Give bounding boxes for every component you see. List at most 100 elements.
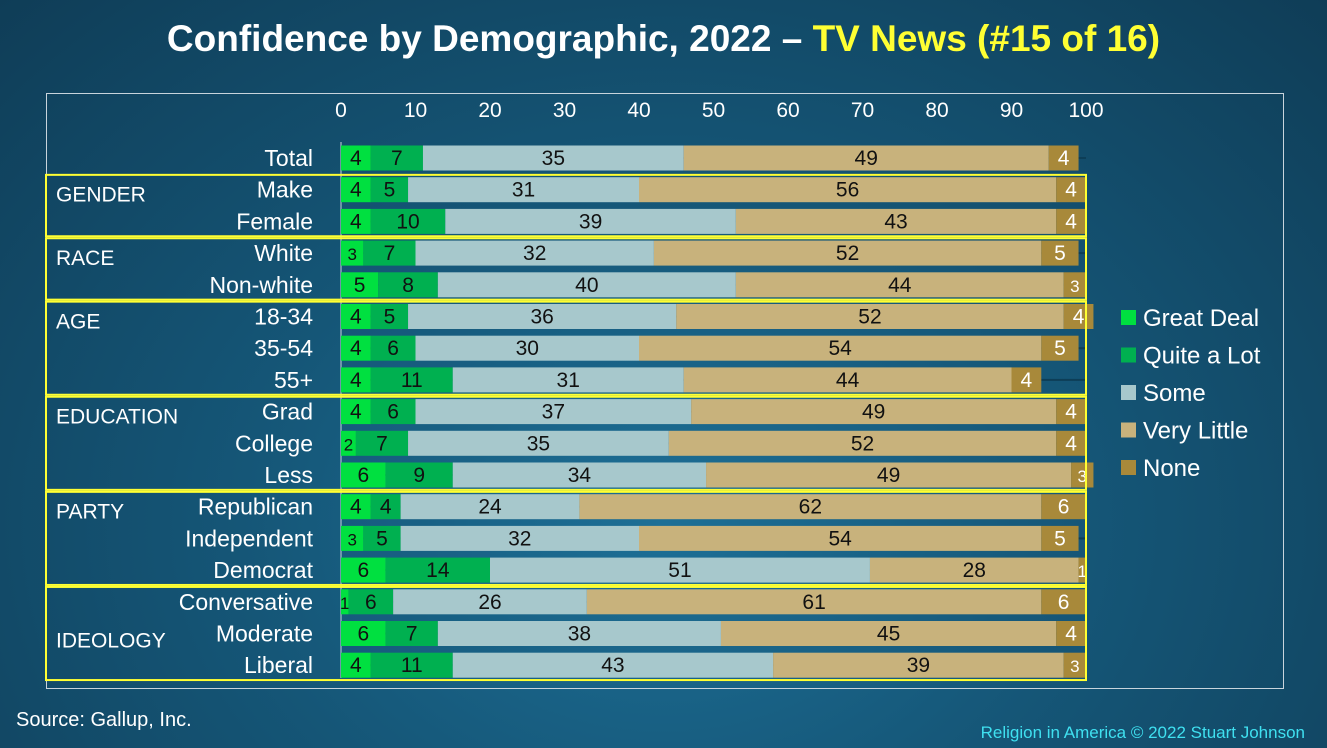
bar-very-little [639,177,1057,203]
group-box-gender [45,173,1087,238]
data-label: 32 [523,242,546,265]
bar-none [1063,652,1086,678]
data-label: 54 [828,337,852,360]
group-box-education [45,395,1087,491]
data-label: 43 [884,210,907,233]
data-label: 35 [542,147,565,170]
bar-quite-a-lot [370,177,409,203]
bar-great-deal [341,399,371,425]
bar-quite-a-lot [370,208,446,234]
data-label: 14 [426,559,450,582]
group-label: EDUCATION [56,406,178,429]
bar-quite-a-lot [370,652,453,678]
bar-very-little [639,525,1042,551]
data-label: 1 [340,594,349,613]
bar-quite-a-lot [385,462,453,488]
legend-label: Quite a Lot [1143,343,1261,370]
data-label: 3 [1070,657,1079,676]
bar-great-deal [341,208,371,234]
bar-none [1056,621,1086,646]
bar-great-deal [341,652,371,678]
data-label: 36 [530,306,553,329]
group-label: PARTY [56,501,124,524]
bar-none [1056,208,1086,234]
bar-great-deal [341,525,364,551]
data-label: 52 [851,432,874,455]
data-label: 4 [1065,432,1077,455]
bar-none [1056,430,1086,456]
group-box-party [45,490,1087,586]
data-label: 4 [380,496,392,519]
bar-some [445,208,736,234]
legend-swatch-none [1121,460,1136,475]
bar-very-little [653,240,1042,266]
data-label: 1 [1078,562,1087,581]
data-label: 44 [888,274,912,297]
data-label: 6 [365,591,377,614]
bar-very-little [735,208,1057,234]
data-label: 5 [384,179,396,202]
data-label: 4 [350,306,362,329]
bar-some [452,652,774,678]
bar-great-deal [341,335,371,361]
legend-swatch-some [1121,385,1136,400]
bar-quite-a-lot [363,240,416,266]
category-label: Republican [198,494,313,520]
bar-very-little [683,145,1049,171]
bar-some [415,240,654,266]
data-label: 4 [1065,623,1077,646]
data-label: 4 [1073,306,1085,329]
x-tick-label: 40 [627,99,650,122]
bar-very-little [683,367,1012,393]
bar-some [408,177,639,203]
title-highlight: TV News (#15 of 16) [812,18,1161,59]
category-label: Make [257,177,313,203]
data-label: 5 [1054,337,1066,360]
data-label: 5 [384,306,396,329]
category-label: 18-34 [254,304,313,330]
data-label: 56 [836,179,859,202]
data-label: 4 [350,496,362,519]
data-label: 52 [836,242,859,265]
data-label: 6 [387,337,399,360]
legend-swatch-very-little [1121,422,1136,438]
legend-label: None [1143,455,1200,482]
x-tick-label: 100 [1068,99,1103,122]
data-label: 6 [358,559,370,582]
data-label: 7 [391,147,403,170]
data-label: 31 [557,369,580,392]
data-label: 54 [828,527,852,550]
bar-some [408,430,669,456]
data-label: 35 [527,432,550,455]
x-tick-label: 20 [478,99,501,122]
bar-some [452,367,684,393]
data-label: 6 [1058,496,1070,519]
data-label: 44 [836,369,860,392]
bar-great-deal [341,367,371,393]
data-label: 31 [512,179,535,202]
group-label: AGE [56,311,100,334]
data-label: 30 [516,337,539,360]
bar-some [490,557,870,583]
data-label: 7 [384,242,396,265]
category-label: Total [264,145,313,171]
legend-label: Some [1143,380,1206,407]
data-label: 6 [358,464,370,487]
bar-none [1056,399,1086,425]
bar-some [437,621,721,646]
bar-great-deal [341,462,386,488]
data-label: 38 [568,623,591,646]
bar-quite-a-lot [378,272,438,298]
category-label: 35-54 [254,335,313,361]
x-tick-label: 10 [404,99,427,122]
group-label: GENDER [56,184,146,207]
group-box-race [45,237,1087,301]
category-label: White [254,240,313,266]
category-label: Female [236,208,313,234]
bar-some [437,272,736,298]
data-label: 39 [907,654,930,677]
bar-great-deal [341,494,371,520]
data-label: 6 [387,401,399,424]
bar-none [1041,335,1079,361]
x-tick-label: 0 [335,99,347,122]
